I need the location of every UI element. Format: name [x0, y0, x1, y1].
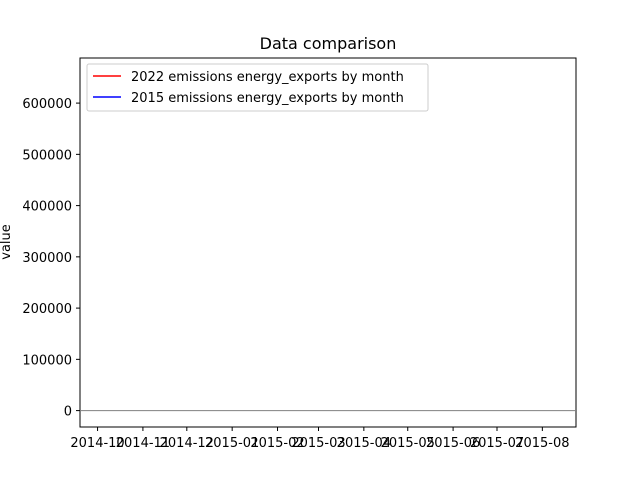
y-tick-label: 100000 [22, 353, 72, 368]
x-axis-ticks: 2014-102014-112014-122015-012015-022015-… [70, 427, 570, 451]
y-axis-ticks: 0 100000 200000 300000 400000 500000 600000 [22, 97, 80, 420]
y-tick-label: 400000 [22, 200, 72, 215]
y-tick-label: 0 [64, 405, 72, 420]
x-tick-label: 2015-06 [426, 436, 480, 451]
x-tick-label: 2015-08 [515, 436, 569, 451]
legend-label-series-1: 2022 emissions energy_exports by month [131, 70, 404, 85]
y-tick-label: 200000 [22, 302, 72, 317]
legend-label-series-2: 2015 emissions energy_exports by month [131, 91, 404, 106]
chart-title: Data comparison [260, 34, 397, 53]
x-tick-label: 2014-10 [70, 436, 124, 451]
x-tick-label: 2015-03 [291, 436, 345, 451]
x-tick-label: 2015-02 [250, 436, 304, 451]
legend-frame [86, 63, 429, 112]
y-tick-label: 300000 [22, 251, 72, 266]
y-axis-label: value [0, 224, 14, 260]
plot-frame [79, 57, 577, 428]
x-tick-label: 2015-01 [205, 436, 259, 451]
y-tick-label: 500000 [22, 148, 72, 163]
x-tick-label: 2014-11 [116, 436, 170, 451]
legend: 2022 emissions energy_exports by month 2… [86, 63, 429, 112]
y-tick-label: 600000 [22, 97, 72, 112]
x-tick-label: 2015-07 [470, 436, 524, 451]
x-tick-label: 2015-04 [337, 436, 391, 451]
x-tick-label: 2015-05 [381, 436, 435, 451]
x-tick-label: 2014-12 [160, 436, 214, 451]
plot-area [79, 57, 577, 428]
